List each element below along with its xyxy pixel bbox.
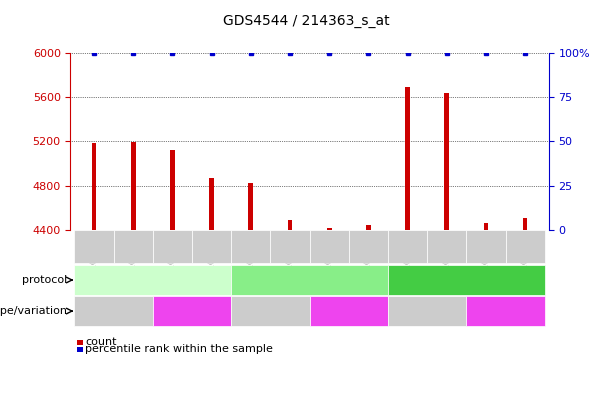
Text: GRK2-K220R: GRK2-K220R [318, 306, 380, 316]
Bar [327, 228, 332, 230]
Text: count: count [85, 337, 116, 347]
Text: NOD.Scid mouse-expanded: NOD.Scid mouse-expanded [243, 275, 376, 285]
Text: cultured: cultured [132, 275, 173, 285]
Bar [209, 178, 214, 230]
Bar [484, 223, 489, 230]
Bar [444, 93, 449, 230]
Bar [523, 218, 527, 230]
Text: GRK2-K220R: GRK2-K220R [161, 306, 223, 316]
Bar [248, 184, 253, 230]
Bar [405, 87, 410, 230]
Bar [131, 142, 135, 230]
Bar [287, 220, 292, 230]
Text: protocol: protocol [22, 275, 67, 285]
Text: GDS4544 / 214363_s_at: GDS4544 / 214363_s_at [223, 14, 390, 28]
Text: GRK2: GRK2 [100, 306, 127, 316]
Bar [170, 150, 175, 230]
Bar [92, 143, 96, 230]
Text: GRK2: GRK2 [414, 306, 441, 316]
Text: genotype/variation: genotype/variation [0, 306, 67, 316]
Text: GRK2-K220R: GRK2-K220R [474, 306, 537, 316]
Text: re-cultured after NOD.Scid
expansion: re-cultured after NOD.Scid expansion [402, 269, 531, 291]
Text: GRK2: GRK2 [257, 306, 284, 316]
Bar [366, 225, 371, 230]
Text: percentile rank within the sample: percentile rank within the sample [85, 344, 273, 354]
